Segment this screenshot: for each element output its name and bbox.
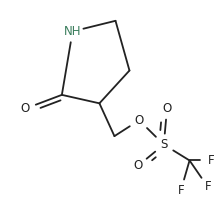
Text: O: O: [21, 102, 30, 115]
Text: NH: NH: [64, 25, 81, 38]
Text: F: F: [208, 154, 214, 167]
Text: O: O: [133, 159, 143, 172]
Text: O: O: [135, 114, 144, 127]
Text: O: O: [162, 102, 172, 115]
Text: F: F: [178, 184, 184, 197]
Text: S: S: [160, 138, 167, 151]
Text: F: F: [205, 180, 211, 193]
